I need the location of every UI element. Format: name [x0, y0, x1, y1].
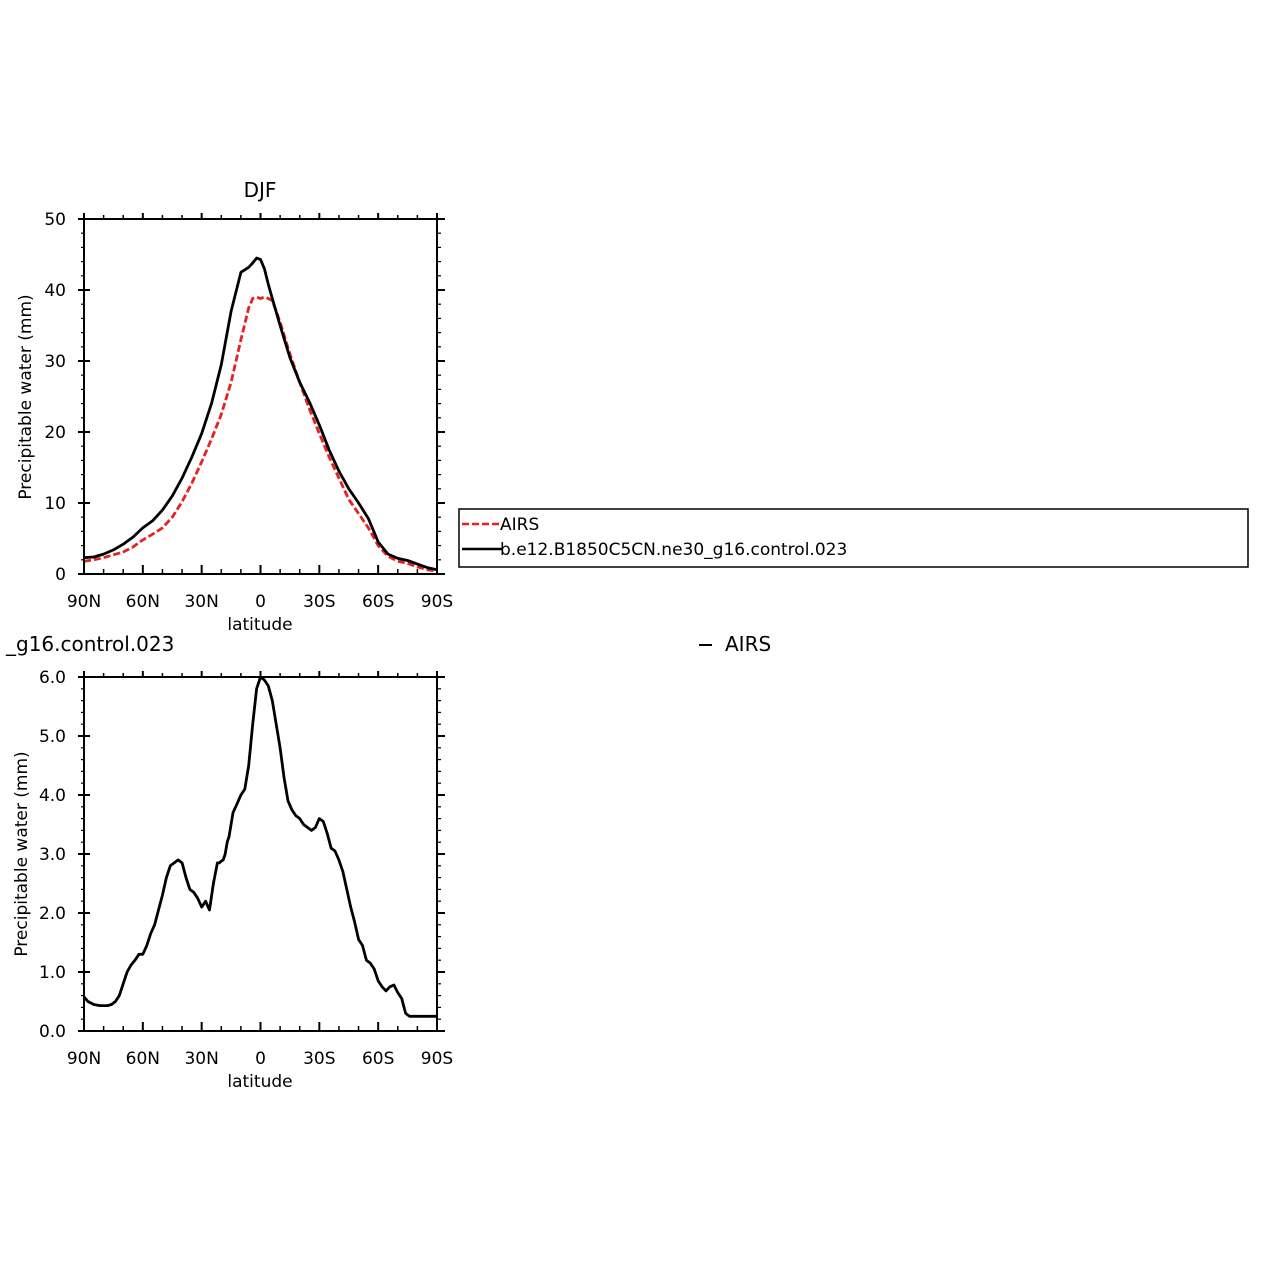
x-tick-label: 0	[255, 592, 266, 612]
y-tick-label: 50	[44, 210, 66, 230]
x-tick-label: 60N	[126, 1049, 160, 1069]
legend-label-model: b.e12.B1850C5CN.ne30_g16.control.023	[500, 540, 847, 560]
y-tick-label: 1.0	[39, 963, 66, 983]
panel2-ticks	[78, 671, 445, 1032]
panel1-y-tick-labels: 0 10 20 30 40 50	[44, 210, 66, 585]
x-tick-label: 60S	[362, 592, 394, 612]
panel-difference: _g16.control.023 AIRS 90N 60N 30N 0 30S 60S 90…	[5, 632, 771, 1092]
panel1-series	[83, 256, 438, 573]
panel1-x-axis-label: latitude	[227, 615, 292, 635]
series-line-model	[83, 256, 438, 572]
y-tick-label: 4.0	[39, 786, 66, 806]
panel1-ticks	[78, 213, 445, 575]
y-tick-label: 0.0	[39, 1022, 66, 1042]
panel2-x-tick-labels: 90N 60N 30N 0 30S 60S 90S	[67, 1049, 453, 1069]
x-tick-label: 90S	[421, 1049, 453, 1069]
y-tick-label: 10	[44, 494, 66, 514]
x-tick-label: 0	[255, 1049, 266, 1069]
panel1-x-tick-labels: 90N 60N 30N 0 30S 60S 90S	[67, 592, 453, 612]
panel2-frame	[83, 676, 438, 1032]
x-tick-label: 90S	[421, 592, 453, 612]
x-tick-label: 60S	[362, 1049, 394, 1069]
x-tick-label: 60N	[126, 592, 160, 612]
x-tick-label: 30S	[303, 1049, 335, 1069]
panel-djf: DJF 90N 60N 30N 0 30S 60S 90S 0 10 20 30 40 50 lati…	[16, 178, 453, 635]
panel2-y-axis-label: Precipitable water (mm)	[12, 751, 32, 956]
panel1-y-axis-label: Precipitable water (mm)	[16, 294, 36, 499]
panel2-x-axis-label: latitude	[227, 1072, 292, 1092]
y-tick-label: 40	[44, 281, 66, 301]
panel2-title-left: _g16.control.023	[5, 632, 174, 656]
y-tick-label: 6.0	[39, 668, 66, 688]
y-tick-label: 5.0	[39, 727, 66, 747]
y-tick-label: 0	[55, 565, 66, 585]
panel1-frame	[83, 218, 438, 575]
series-line-airs	[83, 295, 438, 573]
y-tick-label: 30	[44, 352, 66, 372]
y-tick-label: 2.0	[39, 904, 66, 924]
legend-label-airs: AIRS	[500, 515, 539, 535]
series-line-model	[82, 675, 437, 1018]
legend: AIRS b.e12.B1850C5CN.ne30_g16.control.02…	[458, 508, 1249, 568]
x-tick-label: 30S	[303, 592, 335, 612]
panel1-title: DJF	[244, 178, 277, 202]
x-tick-label: 90N	[67, 592, 101, 612]
y-tick-label: 3.0	[39, 845, 66, 865]
panel2-y-tick-labels: 0.0 1.0 2.0 3.0 4.0 5.0 6.0	[39, 668, 66, 1042]
y-tick-label: 20	[44, 423, 66, 443]
x-tick-label: 90N	[67, 1049, 101, 1069]
x-tick-label: 30N	[184, 1049, 218, 1069]
legend-box	[458, 508, 1249, 568]
panel2-title-right: AIRS	[725, 632, 771, 656]
x-tick-label: 30N	[184, 592, 218, 612]
panel2-series	[82, 675, 437, 1018]
